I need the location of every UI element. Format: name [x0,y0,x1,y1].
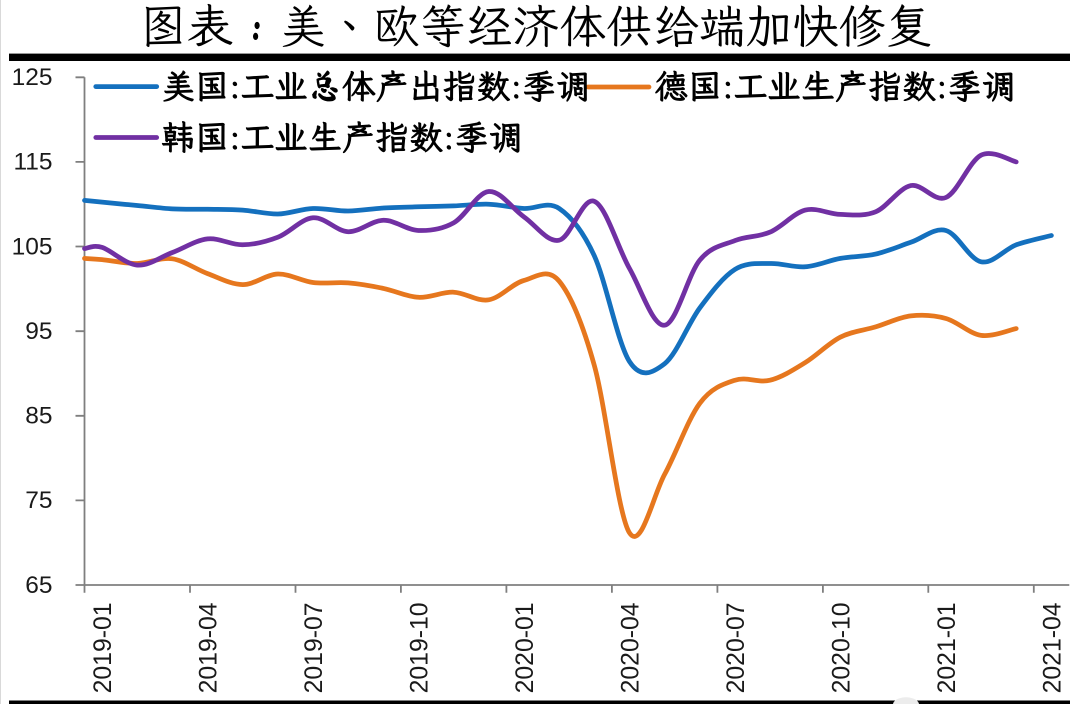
svg-text:2019-10: 2019-10 [406,602,433,693]
svg-text:105: 105 [12,233,53,260]
svg-text:115: 115 [13,149,52,176]
svg-text:65: 65 [25,572,52,599]
svg-text:75: 75 [25,487,52,514]
svg-text:2019-07: 2019-07 [301,602,328,693]
svg-text:2020-04: 2020-04 [617,602,644,693]
svg-text:2019-04: 2019-04 [196,602,223,693]
svg-text:2021-04: 2021-04 [1039,602,1066,693]
svg-text:85: 85 [25,403,52,430]
svg-text:2021-01: 2021-01 [934,602,961,693]
svg-text:2020-07: 2020-07 [723,602,750,693]
svg-text:2020-10: 2020-10 [828,602,855,693]
svg-text:2020-01: 2020-01 [512,602,539,693]
svg-text:95: 95 [25,318,52,345]
svg-text:125: 125 [12,64,53,91]
svg-text:2019-01: 2019-01 [90,602,117,693]
